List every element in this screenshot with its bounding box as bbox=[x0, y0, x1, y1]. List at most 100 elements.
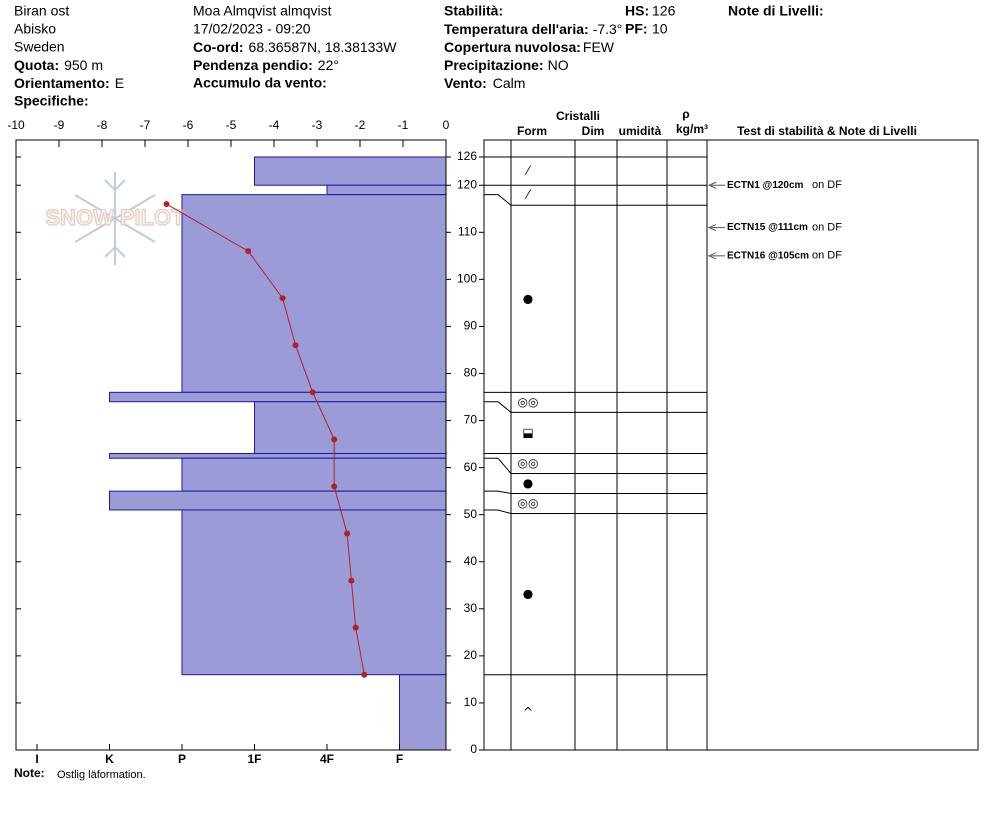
depth-tick-label: 70 bbox=[464, 413, 478, 427]
country: Sweden bbox=[14, 39, 65, 55]
density-unit: kg/m³ bbox=[676, 122, 708, 136]
grain-form: ⁄ bbox=[524, 164, 532, 178]
value: 22° bbox=[318, 57, 339, 73]
depth-tick-label: 126 bbox=[457, 149, 477, 163]
value: Calm bbox=[493, 75, 526, 91]
label: Pendenza pendio: bbox=[193, 57, 313, 73]
temperature-point bbox=[344, 530, 351, 537]
layer-connector bbox=[484, 457, 512, 474]
grain-form: ⬓ bbox=[522, 425, 533, 439]
test-label: ECTN15 @111cm bbox=[727, 222, 808, 233]
depth-tick-label: 0 bbox=[470, 742, 477, 756]
label: Vento: bbox=[444, 75, 487, 91]
hardness-label: K bbox=[105, 752, 114, 766]
grain-form: ⁄ bbox=[524, 188, 532, 202]
label: Co-ord: bbox=[193, 39, 244, 55]
depth-tick-label: 120 bbox=[457, 177, 477, 191]
test-note: on DF bbox=[812, 222, 842, 234]
tests-heading: Test di stabilità & Note di Livelli bbox=[737, 124, 917, 138]
layer-table-frame bbox=[483, 139, 979, 751]
depth-tick-label: 30 bbox=[464, 601, 478, 615]
temperature-point bbox=[292, 342, 299, 349]
hardness-bar bbox=[109, 453, 447, 459]
hardness-bar bbox=[181, 457, 447, 492]
observer: Moa Almqvist almqvist bbox=[193, 3, 332, 19]
test-label: ECTN1 @120cm bbox=[727, 180, 804, 191]
precip: Precipitazione: NO bbox=[444, 57, 569, 73]
hardness-bar bbox=[399, 674, 447, 751]
temp-tick-label: -3 bbox=[312, 118, 323, 132]
grain-form: ● bbox=[523, 587, 533, 601]
grain-form: ^ bbox=[523, 705, 533, 719]
hardness-bar bbox=[254, 156, 447, 186]
temp-tick-label: -5 bbox=[226, 118, 237, 132]
hardness-bar bbox=[181, 509, 447, 676]
test-arrowhead bbox=[707, 252, 717, 260]
temp-tick-label: -6 bbox=[183, 118, 194, 132]
value: 950 m bbox=[64, 57, 103, 73]
aspect: Orientamento: E bbox=[14, 75, 124, 91]
label: Quota: bbox=[14, 57, 59, 73]
test-arrowhead bbox=[707, 224, 717, 232]
value: NO bbox=[548, 57, 569, 73]
form-heading: Form bbox=[517, 124, 547, 138]
hardness-bar bbox=[326, 184, 447, 196]
temperature-point bbox=[331, 483, 338, 490]
pf-backdrop bbox=[622, 22, 652, 38]
temp-tick-label: -2 bbox=[355, 118, 366, 132]
pf-value: 10 bbox=[652, 21, 668, 37]
hardness-label: P bbox=[178, 752, 186, 766]
layer-connector bbox=[484, 490, 512, 494]
datetime: 17/02/2023 - 09:20 bbox=[193, 21, 311, 37]
hardness-label: I bbox=[35, 752, 38, 766]
depth-tick-label: 80 bbox=[464, 366, 478, 380]
hardness-bars bbox=[109, 156, 447, 751]
note-text: Ostlig läformation. bbox=[57, 769, 146, 781]
hardness-bar bbox=[109, 391, 447, 403]
pf-label: PF: bbox=[625, 21, 648, 37]
temp-tick-label: 0 bbox=[443, 118, 450, 132]
depth-tick-label: 110 bbox=[458, 224, 477, 238]
area: Abisko bbox=[14, 21, 56, 37]
depth-tick-label: 10 bbox=[464, 695, 478, 709]
elevation: Quota: 950 m bbox=[14, 57, 103, 73]
crystals-heading: Cristalli bbox=[556, 109, 600, 123]
label: Temperatura dell'aria: bbox=[444, 21, 589, 37]
hardness-bar bbox=[181, 194, 447, 393]
label: Copertura nuvolosa: bbox=[444, 39, 581, 55]
logo-text: SNOW PILOT bbox=[45, 205, 185, 230]
hardness-bar bbox=[109, 490, 447, 511]
size-heading: Dim bbox=[582, 124, 605, 138]
depth-tick-label: 100 bbox=[457, 272, 477, 286]
temperature-point bbox=[279, 295, 286, 302]
temp-tick-label: -9 bbox=[54, 118, 65, 132]
depth-tick-label: 50 bbox=[464, 507, 478, 521]
depth-tick-label: 20 bbox=[464, 648, 478, 662]
hs-value: 126 bbox=[652, 3, 676, 19]
slope: Pendenza pendio: 22° bbox=[193, 57, 339, 73]
cloud: Copertura nuvolosa: FEW bbox=[444, 39, 615, 55]
hs-label: HS: bbox=[625, 3, 649, 19]
temp-tick-label: -4 bbox=[269, 118, 280, 132]
grain-form: ◎◎ bbox=[518, 456, 539, 470]
grain-form: ● bbox=[523, 476, 533, 490]
layer-notes: Note di Livelli: bbox=[728, 3, 824, 19]
layer-connector bbox=[484, 509, 512, 514]
layer-connector bbox=[484, 194, 512, 206]
air-temp: Temperatura dell'aria: -7.3°C bbox=[444, 21, 633, 37]
test-note: on DF bbox=[812, 250, 842, 262]
grain-form: ◎◎ bbox=[518, 496, 539, 510]
stability: Stabilità: bbox=[444, 3, 503, 19]
depth-tick-label: 90 bbox=[464, 319, 478, 333]
temp-tick-label: -10 bbox=[7, 118, 25, 132]
wind: Vento: Calm bbox=[444, 75, 525, 91]
rho-heading: ρ bbox=[682, 107, 689, 121]
layer-connector bbox=[484, 401, 512, 413]
wind-loading: Accumulo da vento: bbox=[193, 75, 327, 91]
temperature-point bbox=[245, 248, 252, 255]
temp-tick-label: -7 bbox=[140, 118, 151, 132]
temp-tick-label: -1 bbox=[398, 118, 409, 132]
test-note: on DF bbox=[812, 179, 842, 191]
temperature-point bbox=[163, 201, 170, 208]
